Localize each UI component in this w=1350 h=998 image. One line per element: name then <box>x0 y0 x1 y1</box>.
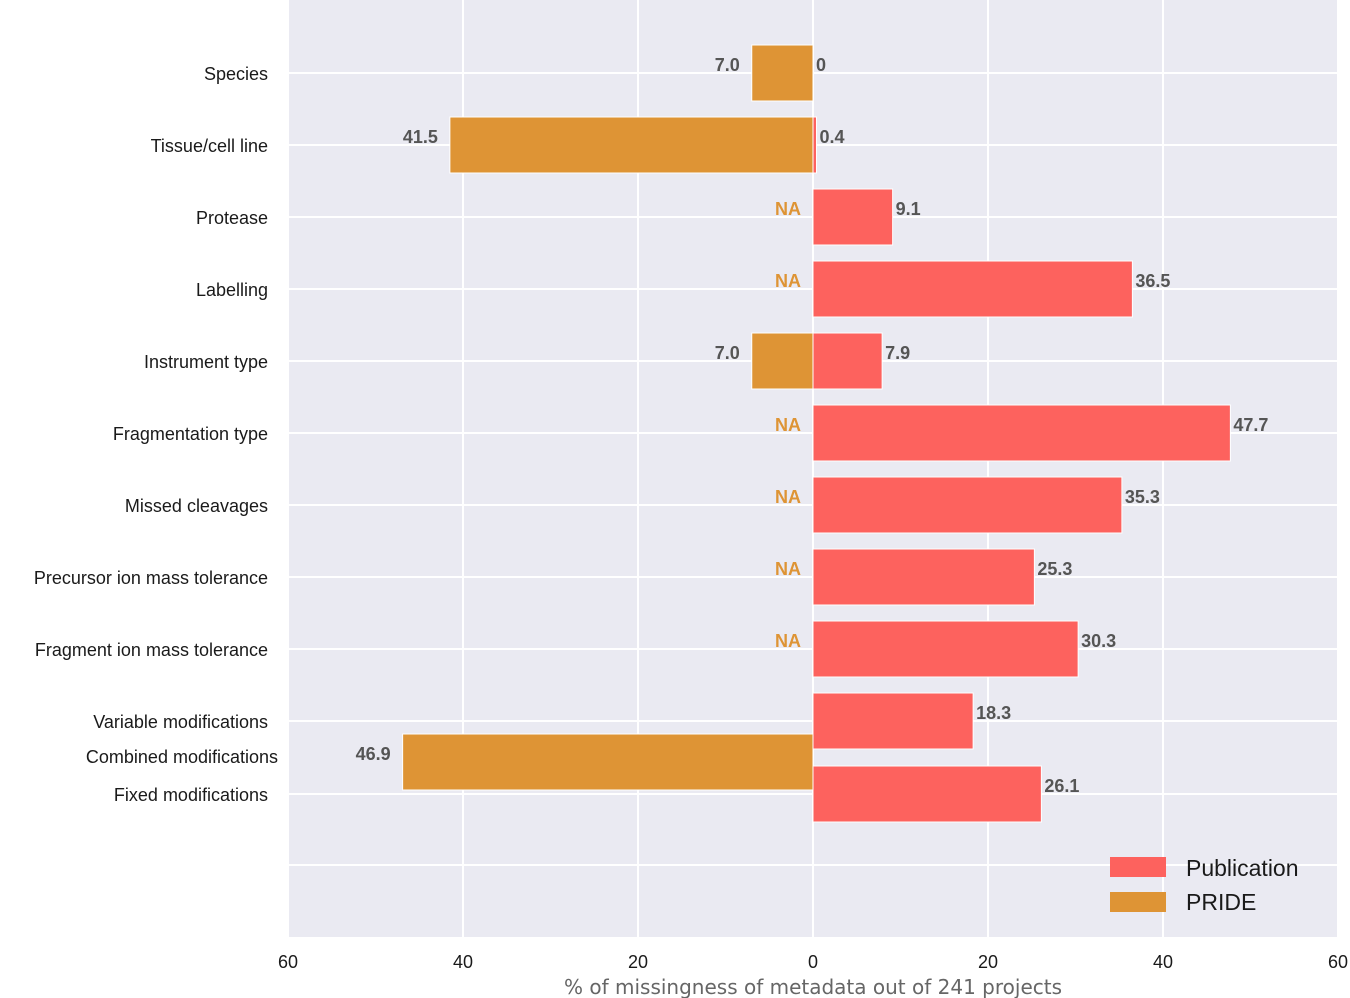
x-tick-label: 60 <box>1328 952 1348 972</box>
category-label-fixed-modifications: Fixed modifications <box>114 785 268 805</box>
na-label-pride-missed-cleavages: NA <box>775 487 801 507</box>
value-label-publication-variable-modifications: 18.3 <box>976 703 1011 723</box>
legend-swatch-pride <box>1110 892 1166 912</box>
bar-publication-labelling <box>812 260 1133 318</box>
category-label-fragment-ion-mass-tolerance: Fragment ion mass tolerance <box>35 640 268 660</box>
value-label-pride-combined-modifications: 46.9 <box>356 744 391 764</box>
bar-pride-species <box>751 44 814 102</box>
bar-publication-instrument-type <box>812 332 883 390</box>
value-label-pride-instrument-type: 7.0 <box>715 343 740 363</box>
bar-publication-fragmentation-type <box>812 404 1231 462</box>
x-tick-label: 60 <box>278 952 298 972</box>
x-tick-label: 0 <box>808 952 818 972</box>
category-label-protease: Protease <box>196 208 268 228</box>
category-labels: Species Tissue/cell line Protease Labelling… <box>34 64 278 805</box>
x-axis-title: % of missingness of metadata out of 241 … <box>564 975 1062 998</box>
value-label-publication-fragment-ion-mass-tolerance: 30.3 <box>1081 631 1116 651</box>
value-label-publication-precursor-ion-mass-tolerance: 25.3 <box>1037 559 1072 579</box>
bar-publication-missed-cleavages <box>812 476 1123 534</box>
bars <box>402 44 1231 823</box>
category-label-tissue-cell-line: Tissue/cell line <box>151 136 268 156</box>
na-label-pride-labelling: NA <box>775 271 801 291</box>
category-label-precursor-ion-mass-tolerance: Precursor ion mass tolerance <box>34 568 268 588</box>
value-label-publication-missed-cleavages: 35.3 <box>1125 487 1160 507</box>
legend-label-pride: PRIDE <box>1186 889 1256 915</box>
bar-publication-variable-modifications <box>812 692 974 750</box>
bar-publication-fixed-modifications <box>812 765 1042 823</box>
bar-pride-combined-modifications <box>402 733 814 791</box>
value-label-publication-instrument-type: 7.9 <box>885 343 910 363</box>
bar-publication-protease <box>812 188 894 246</box>
category-label-fragmentation-type: Fragmentation type <box>113 424 268 444</box>
na-label-pride-fragment-ion-mass-tolerance: NA <box>775 631 801 651</box>
value-label-pride-species: 7.0 <box>715 55 740 75</box>
value-label-publication-species: 0 <box>816 55 826 75</box>
value-labels: 0 0.4 9.1 36.5 7.9 47.7 35.3 25.3 30.3 18.3 26.1 7.… <box>356 55 1269 796</box>
bar-publication-fragment-ion-mass-tolerance <box>812 620 1079 678</box>
category-label-instrument-type: Instrument type <box>144 352 268 372</box>
category-label-species: Species <box>204 64 268 84</box>
bar-publication-tissue-cell-line <box>812 116 817 174</box>
bar-pride-instrument-type <box>751 332 814 390</box>
legend-swatch-publication <box>1110 857 1166 877</box>
category-label-variable-modifications: Variable modifications <box>93 712 268 732</box>
x-tick-label: 20 <box>978 952 998 972</box>
value-label-publication-tissue-cell-line: 0.4 <box>820 127 845 147</box>
value-label-publication-protease: 9.1 <box>896 199 921 219</box>
category-label-combined-modifications: Combined modifications <box>86 747 278 767</box>
bar-pride-tissue-cell-line <box>449 116 814 174</box>
x-tick-label: 40 <box>453 952 473 972</box>
value-label-publication-fixed-modifications: 26.1 <box>1044 776 1079 796</box>
x-tick-label: 40 <box>1153 952 1173 972</box>
value-label-pride-tissue-cell-line: 41.5 <box>403 127 438 147</box>
x-axis-ticks: 60 40 20 0 20 40 60 <box>278 952 1348 972</box>
na-label-pride-fragmentation-type: NA <box>775 415 801 435</box>
category-label-missed-cleavages: Missed cleavages <box>125 496 268 516</box>
na-label-pride-protease: NA <box>775 199 801 219</box>
legend-label-publication: Publication <box>1186 855 1299 881</box>
legend: Publication PRIDE <box>1110 855 1299 915</box>
category-label-labelling: Labelling <box>196 280 268 300</box>
value-label-publication-labelling: 36.5 <box>1135 271 1170 291</box>
value-label-publication-fragmentation-type: 47.7 <box>1233 415 1268 435</box>
bar-publication-precursor-ion-mass-tolerance <box>812 548 1035 606</box>
na-label-pride-precursor-ion-mass-tolerance: NA <box>775 559 801 579</box>
x-tick-label: 20 <box>628 952 648 972</box>
